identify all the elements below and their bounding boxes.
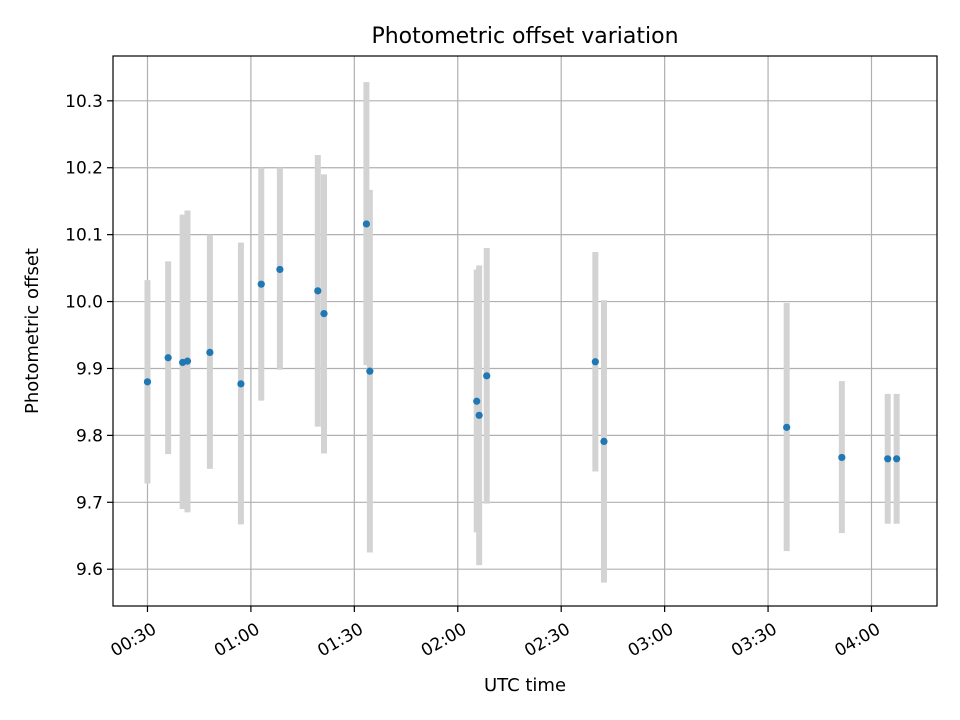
data-point [257, 280, 265, 288]
data-point [591, 358, 599, 366]
y-tick-label: 9.9 [76, 359, 103, 379]
data-point [314, 287, 322, 295]
chart-title: Photometric offset variation [371, 24, 678, 49]
data-point [600, 437, 608, 446]
data-point [143, 378, 152, 386]
data-point [276, 265, 284, 274]
point-layer [143, 220, 901, 463]
y-tick-label: 10.0 [65, 293, 103, 313]
data-point [164, 354, 172, 362]
y-tick-label: 10.1 [65, 226, 103, 246]
data-point [473, 397, 481, 405]
y-tick-label: 9.6 [76, 560, 103, 580]
x-axis-label: UTC time [484, 675, 566, 696]
data-point [366, 367, 374, 375]
grid-layer [113, 56, 937, 606]
plot-frame [112, 55, 938, 607]
y-tick-label: 9.7 [76, 493, 103, 513]
data-point [362, 220, 371, 228]
y-tick-label: 9.8 [76, 426, 103, 446]
data-point [893, 455, 901, 463]
data-point [483, 372, 491, 380]
data-point [783, 423, 791, 431]
y-axis-label: Photometric offset [22, 248, 43, 414]
data-point [237, 380, 245, 388]
data-point [320, 310, 328, 318]
data-point [206, 348, 214, 357]
data-point [838, 453, 846, 462]
data-point [475, 411, 483, 419]
y-tick-label: 10.3 [65, 92, 103, 112]
data-point [183, 357, 192, 365]
y-tick-label: 10.2 [65, 159, 103, 179]
data-point [884, 455, 892, 463]
